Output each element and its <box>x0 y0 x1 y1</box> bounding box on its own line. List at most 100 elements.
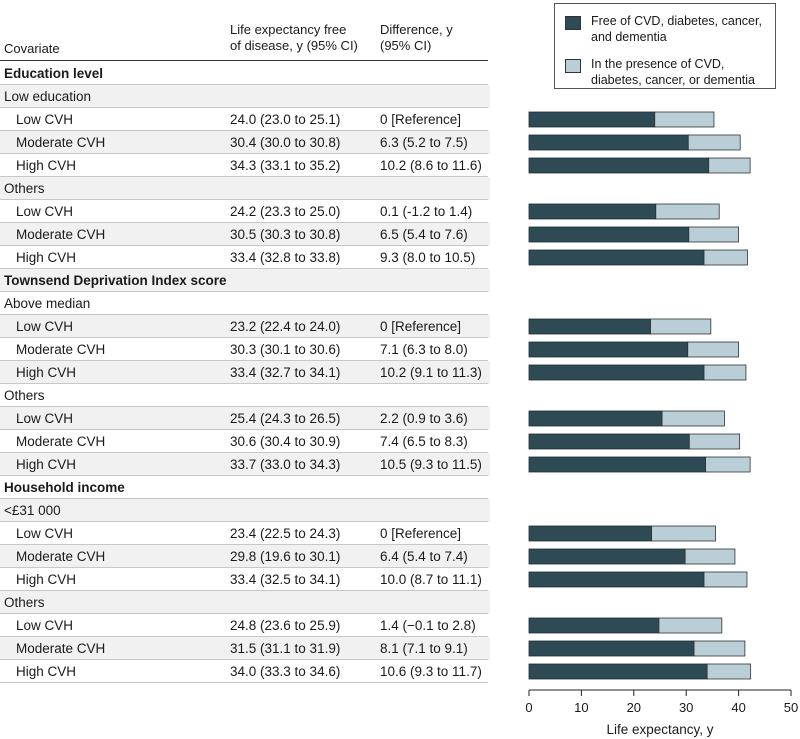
bar-with-disease <box>688 226 740 243</box>
row-label: Moderate CVH <box>16 342 106 357</box>
group-header-row: <£31 000 <box>0 499 490 522</box>
bar-with-disease <box>705 456 751 473</box>
group-header-row: Above median <box>0 292 490 315</box>
row-divider <box>0 176 488 177</box>
header-difference-line2: (95% CI) <box>380 38 432 53</box>
row-difference: 6.5 (5.4 to 7.6) <box>380 227 468 242</box>
row-label: Education level <box>4 66 104 81</box>
legend-label-presence: In the presence of CVD, diabetes, cancer… <box>591 57 755 87</box>
table-row: Low CVH 24.0 (23.0 to 25.1) 0 [Reference] <box>0 108 490 131</box>
bar-free-of-disease <box>528 640 695 657</box>
bar-free-of-disease <box>528 410 663 427</box>
table-row: High CVH 33.7 (33.0 to 34.3) 10.5 (9.3 to … <box>0 453 490 476</box>
row-divider <box>0 84 488 85</box>
bar-free-of-disease <box>528 157 710 174</box>
bar-with-disease <box>688 433 741 450</box>
bar-free-of-disease <box>528 571 705 588</box>
row-divider <box>0 199 488 200</box>
table-row: High CVH 33.4 (32.8 to 33.8) 9.3 (8.0 to 1… <box>0 246 490 269</box>
row-difference: 10.2 (9.1 to 11.3) <box>380 365 482 380</box>
header-covariate: Covariate <box>4 41 60 56</box>
bar-free-of-disease <box>528 617 660 634</box>
table-row: Low CVH 25.4 (24.3 to 26.5) 2.2 (0.9 to 3.… <box>0 407 490 430</box>
bar-free-of-disease <box>528 111 656 128</box>
row-divider <box>0 383 488 384</box>
row-label: High CVH <box>16 158 77 173</box>
row-divider <box>0 291 488 292</box>
bar-with-disease <box>703 571 748 588</box>
row-divider <box>0 268 488 269</box>
row-life-expectancy: 24.8 (23.6 to 25.9) <box>230 618 341 633</box>
row-life-expectancy: 30.6 (30.4 to 30.9) <box>230 434 341 449</box>
row-difference: 8.1 (7.1 to 9.1) <box>380 641 468 656</box>
bar-with-disease <box>687 134 741 151</box>
table-row: Moderate CVH 30.6 (30.4 to 30.9) 7.4 (6.5 … <box>0 430 490 453</box>
header-difference: Difference, y (95% CI) <box>380 22 453 54</box>
table-row: Low CVH 23.2 (22.4 to 24.0) 0 [Reference] <box>0 315 490 338</box>
row-difference: 7.4 (6.5 to 8.3) <box>380 434 468 449</box>
bar-with-disease <box>651 525 716 542</box>
row-divider <box>0 613 488 614</box>
x-tick-label: 20 <box>627 700 641 715</box>
row-life-expectancy: 30.3 (30.1 to 30.6) <box>230 342 341 357</box>
bar-with-disease <box>655 203 720 220</box>
row-difference: 10.6 (9.3 to 11.7) <box>380 664 482 679</box>
row-label: Others <box>4 595 45 610</box>
header-difference-line1: Difference, y <box>380 22 453 37</box>
bar-with-disease <box>703 364 747 381</box>
bar-free-of-disease <box>528 548 686 565</box>
row-divider <box>0 130 488 131</box>
table-row: Low CVH 24.2 (23.3 to 25.0) 0.1 (-1.2 to 1… <box>0 200 490 223</box>
row-life-expectancy: 23.2 (22.4 to 24.0) <box>230 319 341 334</box>
row-difference: 6.4 (5.4 to 7.4) <box>380 549 468 564</box>
row-label: Household income <box>4 480 125 495</box>
row-difference: 0.1 (-1.2 to 1.4) <box>380 204 473 219</box>
row-divider <box>0 475 488 476</box>
row-label: Low CVH <box>16 204 74 219</box>
row-label: Moderate CVH <box>16 641 106 656</box>
row-divider <box>0 452 488 453</box>
row-label: Low CVH <box>16 618 74 633</box>
bar-free-of-disease <box>528 226 690 243</box>
bar-with-disease <box>654 111 715 128</box>
row-life-expectancy: 31.5 (31.1 to 31.9) <box>230 641 341 656</box>
row-life-expectancy: 30.5 (30.3 to 30.8) <box>230 227 341 242</box>
table-row: Moderate CVH 30.5 (30.3 to 30.8) 6.5 (5.4 … <box>0 223 490 246</box>
row-life-expectancy: 29.8 (19.6 to 30.1) <box>230 549 341 564</box>
row-label: Others <box>4 388 45 403</box>
header-life-expectancy-line1: Life expectancy free <box>230 22 347 37</box>
row-life-expectancy: 23.4 (22.5 to 24.3) <box>230 526 341 541</box>
row-difference: 9.3 (8.0 to 10.5) <box>380 250 476 265</box>
row-label: Low CVH <box>16 526 74 541</box>
row-label: High CVH <box>16 664 77 679</box>
bar-free-of-disease <box>528 364 705 381</box>
bar-free-of-disease <box>528 525 653 542</box>
bar-with-disease <box>693 640 746 657</box>
bar-with-disease <box>706 663 752 680</box>
row-divider <box>0 314 488 315</box>
row-difference: 7.1 (6.3 to 8.0) <box>380 342 468 357</box>
row-divider <box>0 498 488 499</box>
bar-with-disease <box>661 410 725 427</box>
x-tick-label: 10 <box>574 700 588 715</box>
row-label: Townsend Deprivation Index score <box>4 273 227 288</box>
row-divider <box>0 636 488 637</box>
header-life-expectancy-line2: of disease, y (95% CI) <box>230 38 358 53</box>
legend-swatch-presence <box>565 59 581 73</box>
row-life-expectancy: 25.4 (24.3 to 26.5) <box>230 411 341 426</box>
header-life-expectancy: Life expectancy free of disease, y (95% … <box>230 22 358 54</box>
row-difference: 0 [Reference] <box>380 319 462 334</box>
row-divider <box>0 406 488 407</box>
group-header-row: Others <box>0 591 490 614</box>
x-axis-label: Life expectancy, y <box>606 722 713 737</box>
chart-legend: Free of CVD, diabetes, cancer, and demen… <box>554 3 776 89</box>
row-divider <box>0 107 488 108</box>
row-life-expectancy: 33.7 (33.0 to 34.3) <box>230 457 341 472</box>
row-label: Low CVH <box>16 319 74 334</box>
x-tick-label: 30 <box>679 700 693 715</box>
bar-free-of-disease <box>528 203 657 220</box>
table-row: High CVH 33.4 (32.5 to 34.1) 10.0 (8.7 to … <box>0 568 490 591</box>
row-difference: 0 [Reference] <box>380 112 462 127</box>
row-divider <box>0 544 488 545</box>
row-divider <box>0 567 488 568</box>
